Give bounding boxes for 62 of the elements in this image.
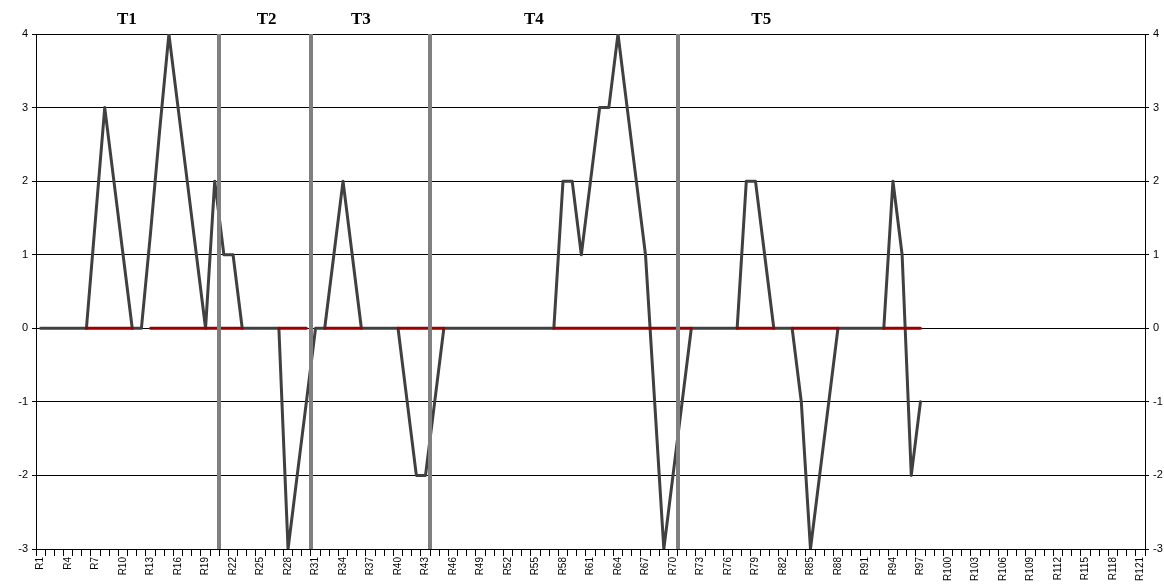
y2-tick-label: -2 — [1153, 468, 1163, 481]
x-tick-label: R121 — [1134, 556, 1146, 581]
x-tick-label: R73 — [694, 556, 706, 576]
x-tick-label: R16 — [171, 556, 183, 576]
x-tick-label: R49 — [474, 556, 486, 576]
x-tick-label: R79 — [749, 556, 761, 576]
x-tick-label: R1 — [34, 556, 46, 570]
y-tick-label: 3 — [21, 100, 28, 113]
x-tick-label: R112 — [1051, 556, 1063, 581]
y2-tick-label: 1 — [1153, 247, 1160, 260]
x-tick-label: R106 — [996, 556, 1008, 581]
y-tick-label: 2 — [21, 174, 28, 187]
x-tick-label: R52 — [501, 556, 513, 576]
x-tick-label: R97 — [914, 556, 926, 576]
x-tick-label: R43 — [419, 556, 431, 576]
text: T3 — [351, 8, 371, 28]
x-tick-label: R85 — [804, 556, 816, 576]
x-tick-label: R58 — [556, 556, 568, 576]
x-tick-label: R67 — [639, 556, 651, 576]
y2-tick-label: -3 — [1153, 542, 1163, 555]
y-tick-label: 1 — [21, 247, 28, 260]
x-tick-label: R91 — [859, 556, 871, 576]
y-tick-label: -3 — [18, 542, 28, 555]
x-tick-label: R82 — [776, 556, 788, 576]
x-tick-label: R100 — [941, 556, 953, 581]
x-tick-label: R55 — [529, 556, 541, 576]
x-tick-label: R34 — [336, 556, 348, 576]
x-tick-label: R70 — [666, 556, 678, 576]
x-tick-label: R37 — [364, 556, 376, 576]
y-tick-label: 4 — [21, 27, 28, 40]
x-tick-label: R22 — [226, 556, 238, 576]
y2-tick-label: 4 — [1153, 27, 1160, 40]
x-tick-label: R7 — [89, 556, 101, 570]
x-tick-label: R94 — [886, 556, 898, 576]
x-tick-label: R19 — [199, 556, 211, 576]
x-tick-label: R103 — [969, 556, 981, 581]
text: T5 — [751, 8, 772, 28]
x-tick-label: R13 — [144, 556, 156, 576]
x-tick-label: R109 — [1024, 556, 1036, 581]
text: T1 — [117, 8, 137, 28]
y-tick-label: -2 — [18, 468, 28, 481]
x-tick-label: R118 — [1106, 556, 1118, 581]
text: T4 — [524, 8, 545, 28]
x-tick-label: R31 — [309, 556, 321, 576]
y2-tick-label: 2 — [1153, 174, 1160, 187]
x-tick-label: R88 — [831, 556, 843, 576]
x-tick-label: R40 — [391, 556, 403, 576]
text: T2 — [256, 8, 277, 28]
y-tick-label: 0 — [21, 321, 28, 334]
x-tick-label: R64 — [611, 556, 623, 576]
y2-tick-label: -1 — [1153, 394, 1163, 407]
x-tick-label: R10 — [116, 556, 128, 576]
x-tick-label: R61 — [584, 556, 596, 576]
x-tick-label: R46 — [446, 556, 458, 576]
y2-tick-label: 0 — [1153, 321, 1160, 334]
y-tick-label: -1 — [18, 394, 28, 407]
x-tick-label: R4 — [61, 556, 73, 570]
x-tick-label: R76 — [721, 556, 733, 576]
x-tick-label: R25 — [254, 556, 266, 576]
x-tick-label: R115 — [1079, 556, 1091, 581]
y2-tick-label: 3 — [1153, 100, 1160, 113]
x-tick-label: R28 — [281, 556, 293, 576]
